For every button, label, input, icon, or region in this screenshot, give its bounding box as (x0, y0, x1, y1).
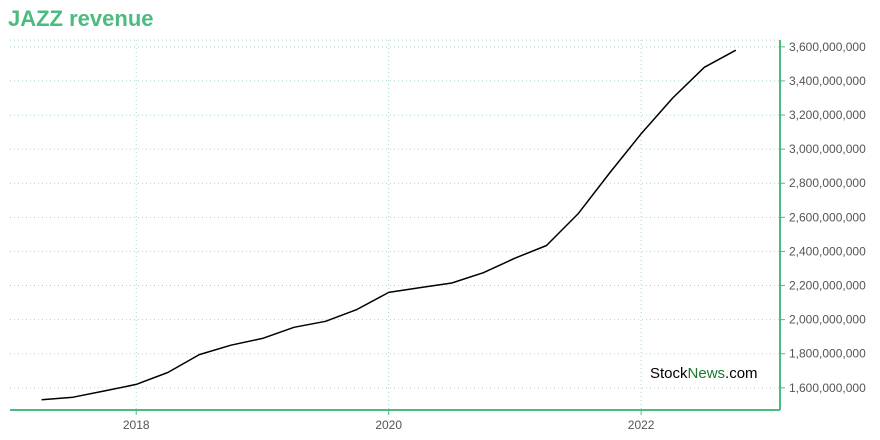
x-tick-label: 2022 (628, 418, 655, 432)
y-tick-label: 2,000,000,000 (789, 313, 866, 327)
y-tick-label: 2,400,000,000 (789, 244, 866, 258)
y-tick-label: 1,800,000,000 (789, 347, 866, 361)
y-tick-label: 3,400,000,000 (789, 74, 866, 88)
watermark-com: .com (725, 365, 758, 382)
x-tick-label: 2018 (123, 418, 150, 432)
y-tick-label: 3,200,000,000 (789, 108, 866, 122)
y-tick-label: 2,800,000,000 (789, 176, 866, 190)
watermark: StockNews.com (650, 365, 758, 382)
x-tick-label: 2020 (375, 418, 402, 432)
chart-title: JAZZ revenue (8, 6, 154, 31)
series-layer (41, 49, 737, 401)
y-tick-label: 2,600,000,000 (789, 210, 866, 224)
y-tick-label: 2,200,000,000 (789, 279, 866, 293)
watermark-news: News (687, 365, 726, 382)
watermark-stock: Stock (650, 365, 688, 382)
y-tick-label: 1,600,000,000 (789, 381, 866, 395)
series-line (41, 49, 737, 401)
y-tick-label: 3,000,000,000 (789, 142, 866, 156)
y-tick-label: 3,600,000,000 (789, 40, 866, 54)
grid-layer (10, 39, 780, 410)
axis-layer: 1,600,000,000 1,800,000,000 2,000,000,000 2… (10, 40, 866, 432)
